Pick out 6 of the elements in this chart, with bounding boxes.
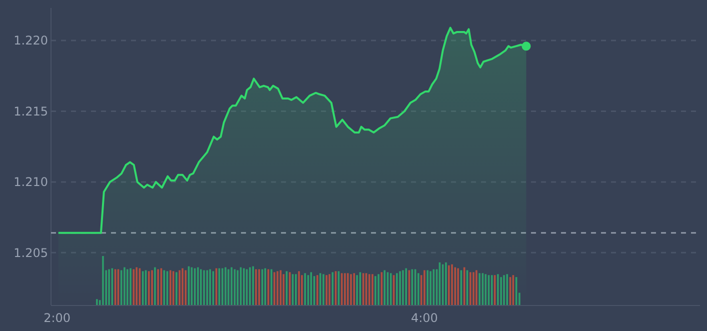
y-tick-label: 1.205 <box>14 246 48 260</box>
y-tick-label: 1.220 <box>14 34 48 48</box>
y-tick-label: 1.215 <box>14 104 48 118</box>
x-tick-label: 4:00 <box>410 311 438 325</box>
y-tick-label: 1.210 <box>14 175 48 190</box>
x-tick-label: 2:00 <box>44 311 71 325</box>
